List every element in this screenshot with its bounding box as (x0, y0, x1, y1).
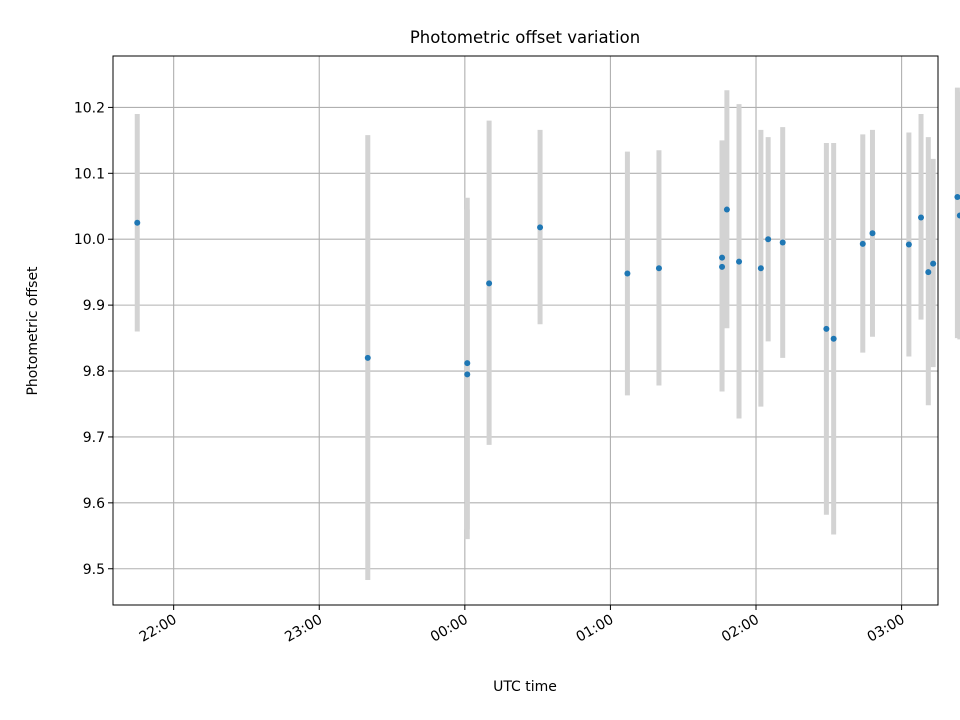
y-axis: 9.5 9.6 9.7 9.8 9.9 10.0 10.1 10.2 (74, 100, 113, 578)
data-point (954, 194, 960, 201)
y-tick-label: 10.1 (74, 166, 105, 182)
data-point (956, 212, 960, 219)
markers (134, 194, 960, 378)
data-point (537, 224, 544, 231)
y-tick-label: 9.8 (83, 364, 105, 380)
data-point (757, 265, 764, 272)
data-point (830, 335, 837, 342)
data-point (779, 239, 786, 246)
data-point (464, 371, 471, 378)
data-point (719, 263, 726, 270)
data-point (905, 241, 912, 248)
data-point (859, 240, 866, 247)
data-point (736, 258, 743, 265)
y-tick-label: 9.9 (83, 298, 105, 314)
data-point (823, 325, 830, 332)
data-point (364, 354, 371, 361)
y-tick-label: 9.6 (83, 496, 105, 512)
data-point (719, 254, 726, 261)
y-tick-label: 9.7 (83, 430, 105, 446)
x-axis-label: UTC time (493, 679, 557, 695)
data-point (765, 236, 772, 243)
data-point (134, 219, 141, 226)
y-tick-label: 10.2 (74, 100, 105, 116)
grid (113, 56, 938, 605)
data-point (723, 206, 730, 213)
y-tick-label: 10.0 (74, 232, 105, 248)
data-point (486, 280, 493, 287)
data-point (918, 214, 925, 221)
data-point (869, 230, 876, 237)
plot-frame (112, 55, 939, 606)
data-point (624, 270, 631, 277)
data-point (655, 265, 662, 272)
chart-title: Photometric offset variation (410, 28, 640, 47)
data-point (925, 269, 932, 276)
data-point (464, 360, 471, 367)
data-point (930, 260, 937, 267)
y-tick-label: 9.5 (83, 562, 105, 578)
y-axis-label: Photometric offset (25, 266, 41, 396)
